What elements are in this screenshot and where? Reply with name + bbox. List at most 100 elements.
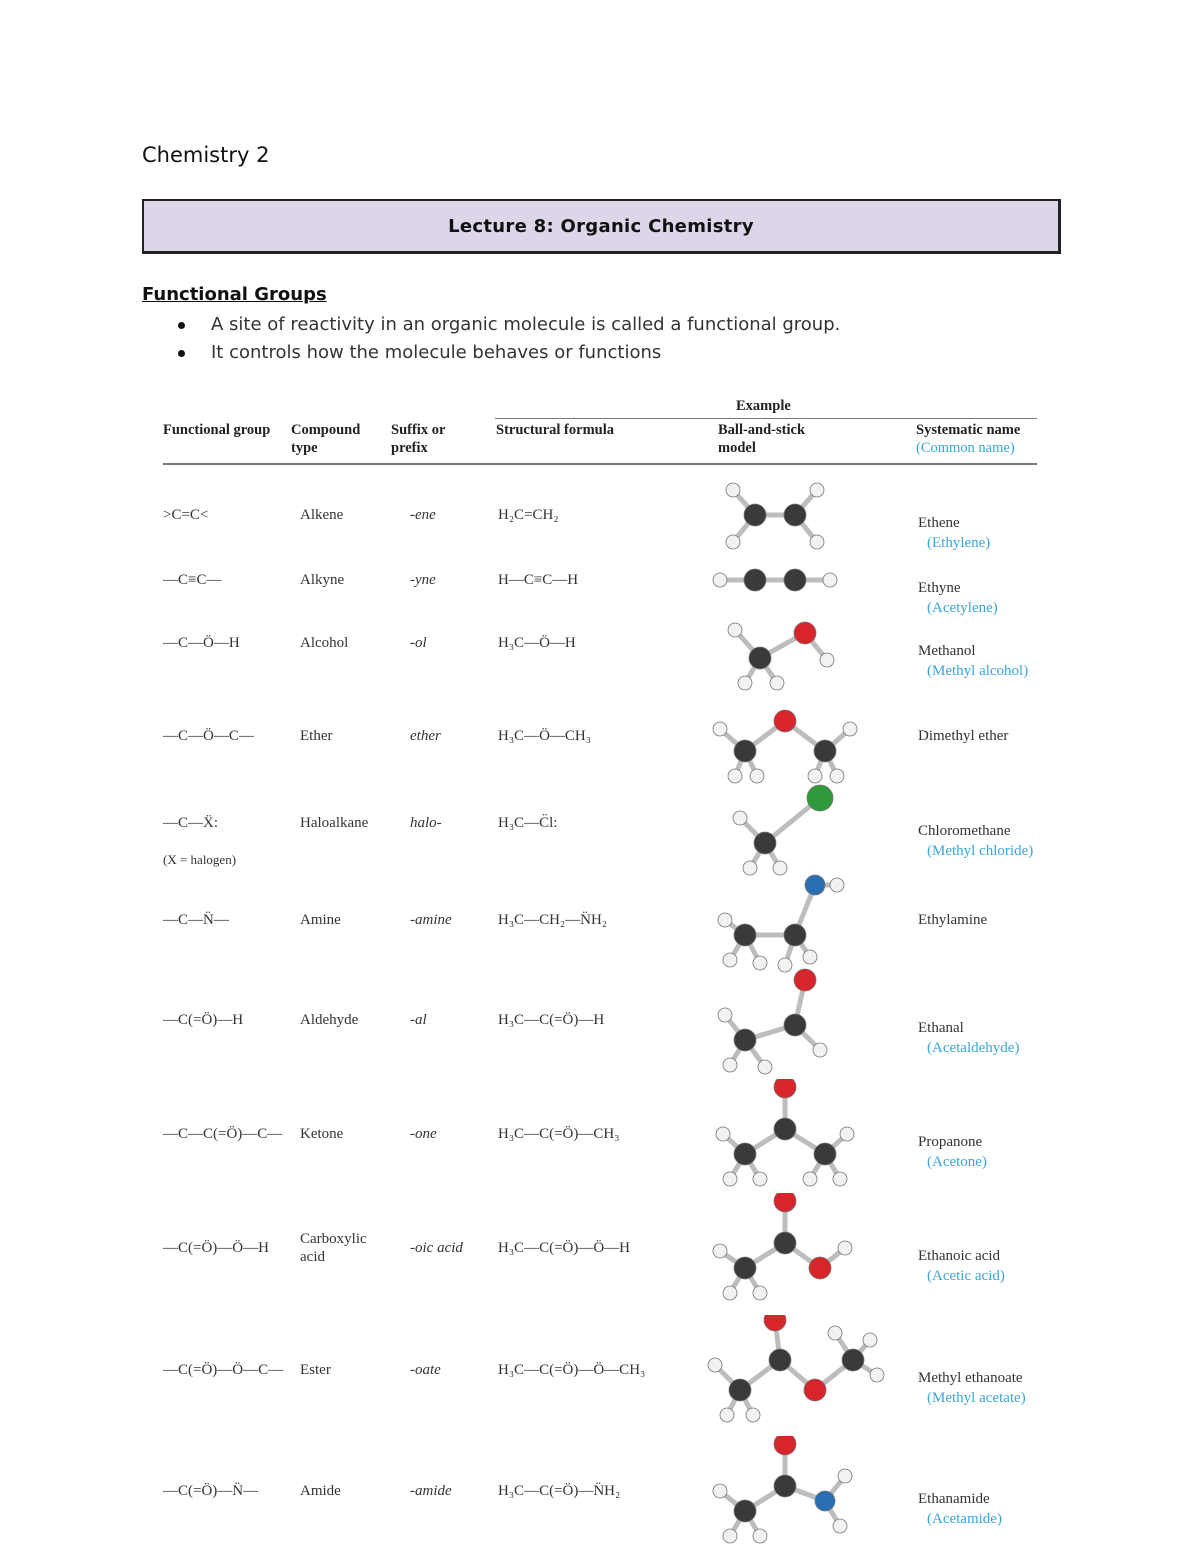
atom (752, 1171, 768, 1187)
compound-type: Haloalkane (300, 815, 369, 831)
atom (733, 1499, 757, 1523)
structural-formula: H₃C—CH₂—N̈H₂ (498, 912, 608, 928)
systematic-name: Dimethyl ether (918, 728, 1009, 744)
atom (745, 1407, 761, 1423)
atom (725, 482, 741, 498)
atom (809, 482, 825, 498)
atom (809, 534, 825, 550)
atom (722, 1528, 738, 1544)
atom (722, 952, 738, 968)
suffix: -oate (410, 1362, 441, 1378)
ball-and-stick-model (712, 1193, 853, 1301)
rule (163, 463, 1037, 465)
atom (727, 622, 743, 638)
atom (743, 503, 767, 527)
atom (814, 1490, 836, 1512)
atom (773, 1231, 797, 1255)
column-header: Compound type (291, 422, 361, 456)
atom (733, 1256, 757, 1280)
atom (733, 739, 757, 763)
atom (712, 1483, 728, 1499)
atom (829, 768, 845, 784)
atom (728, 1378, 752, 1402)
functional-group: —C—Ẍ: (163, 815, 219, 831)
atom (862, 1332, 878, 1348)
functional-group: —C—N̈— (163, 912, 229, 928)
atom (717, 1007, 733, 1023)
atom (832, 1518, 848, 1534)
compound-type: Ester (300, 1362, 331, 1378)
bullet-item: A site of reactivity in an organic molec… (175, 311, 840, 339)
atom (813, 739, 837, 763)
atom (743, 568, 767, 592)
compound-type: Carboxylic acid (300, 1231, 367, 1265)
structural-formula: H₃C—C̈l: (498, 815, 558, 831)
suffix: ether (410, 728, 441, 744)
structural-formula: H₃C—Ö—H (498, 635, 576, 651)
bullet-list: A site of reactivity in an organic molec… (175, 311, 840, 367)
functional-group: —C(=Ö)—Ö—C— (163, 1362, 284, 1378)
atom (715, 1126, 731, 1142)
atom (839, 1126, 855, 1142)
common-name: (Acetaldehyde) (927, 1040, 1020, 1056)
atom (712, 721, 728, 737)
atom (742, 860, 758, 876)
atom (768, 1348, 792, 1372)
rule (495, 418, 1037, 419)
systematic-name: Chloromethane (918, 823, 1011, 839)
atom (737, 675, 753, 691)
suffix: -yne (410, 572, 436, 588)
column-header: Functional group (163, 422, 271, 438)
atom (719, 1407, 735, 1423)
structural-formula: H—C≡C—H (498, 572, 579, 588)
atom (727, 768, 743, 784)
atom (717, 912, 733, 928)
atom (783, 1013, 807, 1037)
atom (749, 768, 765, 784)
functional-group: —C(=Ö)—Ö—H (163, 1240, 269, 1256)
atom (777, 957, 793, 973)
column-header: Suffix or prefix (391, 422, 446, 456)
atom (822, 572, 838, 588)
compound-type: Ether (300, 728, 333, 744)
compound-type: Amide (300, 1483, 341, 1499)
systematic-name: Propanone (918, 1134, 983, 1150)
atom (807, 768, 823, 784)
functional-group: —C—Ö—C— (163, 728, 254, 744)
ball-and-stick-model (712, 568, 838, 592)
column-header: Systematic name (916, 422, 1021, 438)
atom (773, 1474, 797, 1498)
common-name: (Methyl acetate) (927, 1390, 1026, 1406)
ball-and-stick-model (717, 968, 828, 1075)
functional-group: —C—Ö—H (163, 635, 240, 651)
suffix: -amine (410, 912, 452, 928)
compound-type: Alkene (300, 507, 344, 523)
atom (753, 831, 777, 855)
atom (752, 1528, 768, 1544)
ball-and-stick-model (717, 874, 845, 973)
structural-formula: H₃C—C(=Ö)—Ö—CH₃ (498, 1362, 646, 1378)
atom (802, 1171, 818, 1187)
atom (783, 923, 807, 947)
functional-group: >C=C< (163, 507, 209, 523)
structural-formula: H₃C—C(=Ö)—H (498, 1012, 605, 1028)
atom (712, 1243, 728, 1259)
suffix: -al (410, 1012, 427, 1028)
atom (757, 1059, 773, 1075)
section-heading: Functional Groups (142, 284, 327, 305)
functional-group: —C(=Ö)—H (163, 1012, 244, 1028)
structural-formula: H₂C=CH₂ (498, 507, 559, 523)
bullet-item: It controls how the molecule behaves or … (175, 339, 840, 367)
ball-and-stick-model (712, 709, 858, 784)
atom (752, 955, 768, 971)
lecture-banner: Lecture 8: Organic Chemistry (142, 199, 1061, 254)
atom (722, 1171, 738, 1187)
atom (769, 675, 785, 691)
atom (829, 877, 845, 893)
atom (773, 1117, 797, 1141)
atom (725, 534, 741, 550)
atom (837, 1468, 853, 1484)
